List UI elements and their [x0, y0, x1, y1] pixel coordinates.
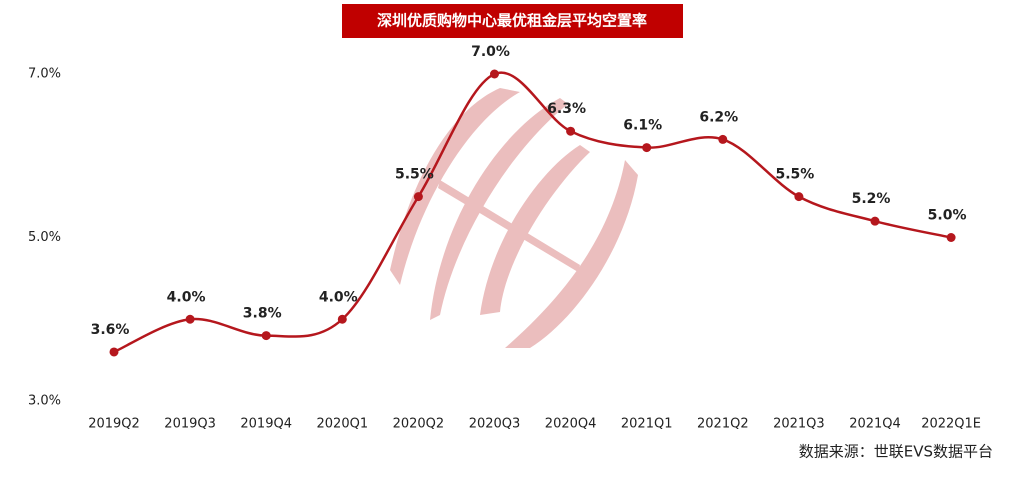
y-tick-label: 7.0%	[28, 67, 61, 82]
data-label: 3.8%	[243, 306, 282, 322]
x-tick-label: 2022Q1E	[921, 417, 981, 432]
data-point	[337, 314, 347, 324]
data-label: 7.0%	[471, 44, 510, 60]
data-label: 5.5%	[775, 167, 814, 183]
y-tick-label: 5.0%	[28, 230, 61, 245]
data-point	[870, 216, 880, 226]
data-label: 6.2%	[699, 109, 738, 125]
x-tick-label: 2021Q1	[621, 417, 673, 432]
x-tick-label: 2021Q4	[849, 417, 901, 432]
data-label: 5.5%	[395, 167, 434, 183]
data-point	[642, 143, 652, 153]
data-label: 4.0%	[167, 289, 206, 305]
data-point	[261, 331, 271, 341]
data-label: 3.6%	[91, 322, 130, 338]
data-label: 6.3%	[547, 101, 586, 117]
x-tick-label: 2019Q2	[88, 417, 140, 432]
x-tick-label: 2019Q3	[164, 417, 216, 432]
x-tick-label: 2020Q4	[545, 417, 597, 432]
data-label: 6.1%	[623, 118, 662, 134]
data-point	[413, 192, 423, 202]
x-tick-label: 2021Q3	[773, 417, 825, 432]
data-point	[185, 314, 195, 324]
data-label: 5.0%	[928, 208, 967, 224]
data-point	[490, 69, 499, 79]
x-tick-label: 2019Q4	[240, 417, 292, 432]
title-box	[342, 4, 683, 38]
x-tick-label: 2020Q1	[317, 417, 369, 432]
data-point	[794, 192, 804, 202]
x-tick-label: 2020Q3	[469, 417, 521, 432]
data-label: 4.0%	[319, 289, 358, 305]
x-tick-label: 2020Q2	[393, 417, 445, 432]
source-note: 数据来源：世联EVS数据平台	[799, 443, 993, 461]
chart-title: 深圳优质购物中心最优租金层平均空置率	[377, 12, 647, 30]
y-tick-label: 3.0%	[28, 394, 61, 409]
watermark	[390, 88, 638, 348]
data-point	[566, 126, 576, 136]
data-point	[718, 134, 728, 144]
data-point	[946, 233, 956, 242]
data-point	[109, 347, 119, 357]
data-label: 5.2%	[852, 191, 891, 207]
x-tick-label: 2021Q2	[697, 417, 749, 432]
